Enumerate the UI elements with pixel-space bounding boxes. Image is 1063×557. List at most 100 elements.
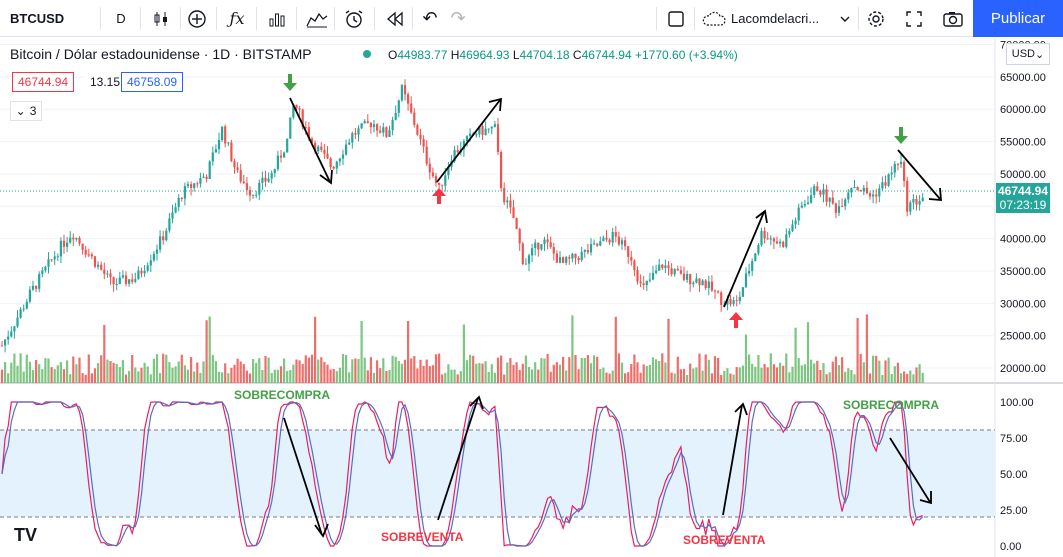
low-value: 44704.18 xyxy=(519,48,570,62)
candle-body xyxy=(320,146,323,150)
buy-signal-icon xyxy=(432,188,446,204)
candle-body xyxy=(90,254,93,257)
volume-bar xyxy=(856,317,859,383)
trend-arrow[interactable] xyxy=(289,97,331,183)
volume-bar xyxy=(66,360,69,383)
candle-body xyxy=(475,134,478,136)
volume-bar xyxy=(276,369,279,383)
indicators-collapse-button[interactable]: ⌄ 3 xyxy=(10,101,42,121)
volume-bar xyxy=(899,373,903,383)
volume-bar xyxy=(295,359,298,383)
candles-icon[interactable] xyxy=(148,0,174,37)
candle-body xyxy=(881,182,884,189)
volume-bar xyxy=(620,362,624,383)
trend-arrow[interactable] xyxy=(897,149,941,200)
volume-bar xyxy=(338,367,341,383)
volume-bar xyxy=(788,372,791,383)
candle-body xyxy=(540,244,543,250)
candle-body xyxy=(13,326,16,332)
candle-body xyxy=(221,126,224,141)
currency-select[interactable]: USD ⌄ xyxy=(1006,43,1050,65)
candle-body xyxy=(307,127,310,139)
open-value: 44983.77 xyxy=(397,48,448,62)
candle-body xyxy=(465,136,469,142)
candle-body xyxy=(295,104,298,109)
gear-icon[interactable] xyxy=(862,0,890,37)
volume-bar xyxy=(323,361,326,383)
buy-button[interactable]: 46758.09 xyxy=(121,72,184,92)
redo-icon[interactable]: ↷ xyxy=(450,8,466,28)
volume-bar xyxy=(537,369,540,383)
osc-arrow[interactable] xyxy=(437,397,479,521)
candle-body xyxy=(112,277,115,285)
candle-body xyxy=(500,152,503,189)
volume-bar xyxy=(617,353,620,383)
volume-bar xyxy=(413,356,416,383)
osc-arrow[interactable] xyxy=(889,437,931,503)
trend-arrow[interactable] xyxy=(723,211,765,308)
candle-body xyxy=(279,155,283,158)
volume-bar xyxy=(534,362,537,383)
alert-clock-icon[interactable] xyxy=(340,0,368,37)
volume-bar xyxy=(487,371,490,383)
osc-tick-label: 50.00 xyxy=(1000,469,1028,481)
osc-arrow[interactable] xyxy=(283,417,323,536)
volume-bar xyxy=(763,363,766,383)
volume-bar xyxy=(376,360,379,383)
bar-chart-icon[interactable] xyxy=(264,0,290,37)
candle-body xyxy=(813,186,816,196)
candle-body xyxy=(679,270,682,274)
osc-arrow[interactable] xyxy=(722,404,743,516)
oscillator-scale[interactable]: 100.00 75.00 50.00 25.00 0.00 xyxy=(1000,397,1034,553)
sell-button[interactable]: 46744.94 xyxy=(12,72,75,92)
undo-icon[interactable]: ↶ xyxy=(422,8,438,28)
function-icon[interactable]: ƒx xyxy=(229,9,245,28)
volume-bar xyxy=(202,361,205,383)
volume-bar xyxy=(915,367,918,383)
candle-body xyxy=(314,142,317,152)
volume-bar xyxy=(236,358,239,383)
volume-bar xyxy=(106,359,109,383)
volume-bar xyxy=(97,363,100,383)
volume-bar xyxy=(329,369,332,383)
volume-bar xyxy=(391,355,394,383)
candle-body xyxy=(704,280,707,289)
interval-button[interactable]: D xyxy=(116,11,126,26)
volume-bar xyxy=(720,374,723,383)
camera-icon[interactable] xyxy=(938,0,968,37)
layout-name-label[interactable]: Lacomdelacri... xyxy=(731,11,820,26)
candle-body xyxy=(534,242,537,249)
volume-bar xyxy=(62,369,66,383)
candle-body xyxy=(310,138,314,143)
volume-bar xyxy=(177,361,180,383)
candle-body xyxy=(558,257,562,263)
candle-body xyxy=(772,238,775,242)
add-indicator-icon[interactable] xyxy=(184,0,210,37)
volume-bar xyxy=(462,324,465,383)
candle-body xyxy=(357,128,360,135)
volume-bar xyxy=(531,369,534,383)
chevron-down-icon[interactable] xyxy=(836,0,854,37)
expand-icon[interactable] xyxy=(900,0,928,37)
fullscreen-toggle-icon[interactable] xyxy=(662,0,690,37)
candle-body xyxy=(208,161,211,180)
candle-body xyxy=(317,146,320,152)
candle-body xyxy=(214,149,217,153)
publish-button[interactable]: Publicar xyxy=(973,0,1063,37)
templates-icon[interactable] xyxy=(303,0,331,37)
replay-icon[interactable] xyxy=(382,0,408,37)
chart-canvas[interactable]: 70000.0065000.0060000.0055000.0050000.00… xyxy=(0,38,1063,557)
candle-body xyxy=(4,339,7,346)
volume-bar xyxy=(183,365,186,383)
volume-bar xyxy=(419,359,422,383)
cloud-icon[interactable] xyxy=(700,0,728,37)
candle-body xyxy=(205,176,208,180)
volume-bar xyxy=(500,355,503,383)
trend-arrow[interactable] xyxy=(436,99,501,183)
candle-body xyxy=(152,253,155,261)
symbol-search-button[interactable]: BTCUSD xyxy=(10,11,65,26)
trend-arrows[interactable] xyxy=(283,97,942,538)
candle-body xyxy=(410,103,413,113)
candle-body xyxy=(673,269,676,275)
candle-body xyxy=(918,200,921,205)
